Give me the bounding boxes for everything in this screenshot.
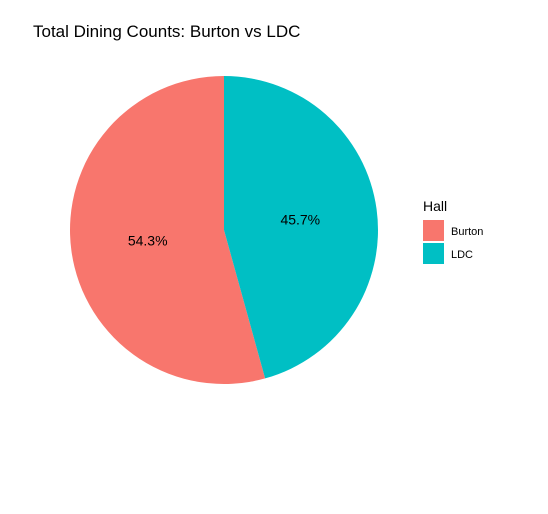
legend-swatch-ldc bbox=[423, 243, 444, 264]
legend-items: Burton LDC bbox=[423, 220, 483, 264]
legend-swatch-burton bbox=[423, 220, 444, 241]
pie-slices bbox=[69, 76, 378, 385]
pie-slice-ldc bbox=[224, 76, 378, 379]
pie-slice-burton bbox=[69, 76, 266, 385]
legend-label-burton: Burton bbox=[451, 226, 483, 238]
legend-title: Hall bbox=[423, 198, 447, 214]
chart-title: Total Dining Counts: Burton vs LDC bbox=[33, 22, 300, 41]
slice-label-burton: 54.3% bbox=[128, 232, 168, 248]
pie-slice-labels: 54.3% 45.7% bbox=[128, 212, 320, 249]
legend-label-ldc: LDC bbox=[451, 249, 473, 261]
legend: Hall Burton LDC bbox=[423, 198, 483, 264]
slice-label-ldc: 45.7% bbox=[280, 212, 320, 228]
